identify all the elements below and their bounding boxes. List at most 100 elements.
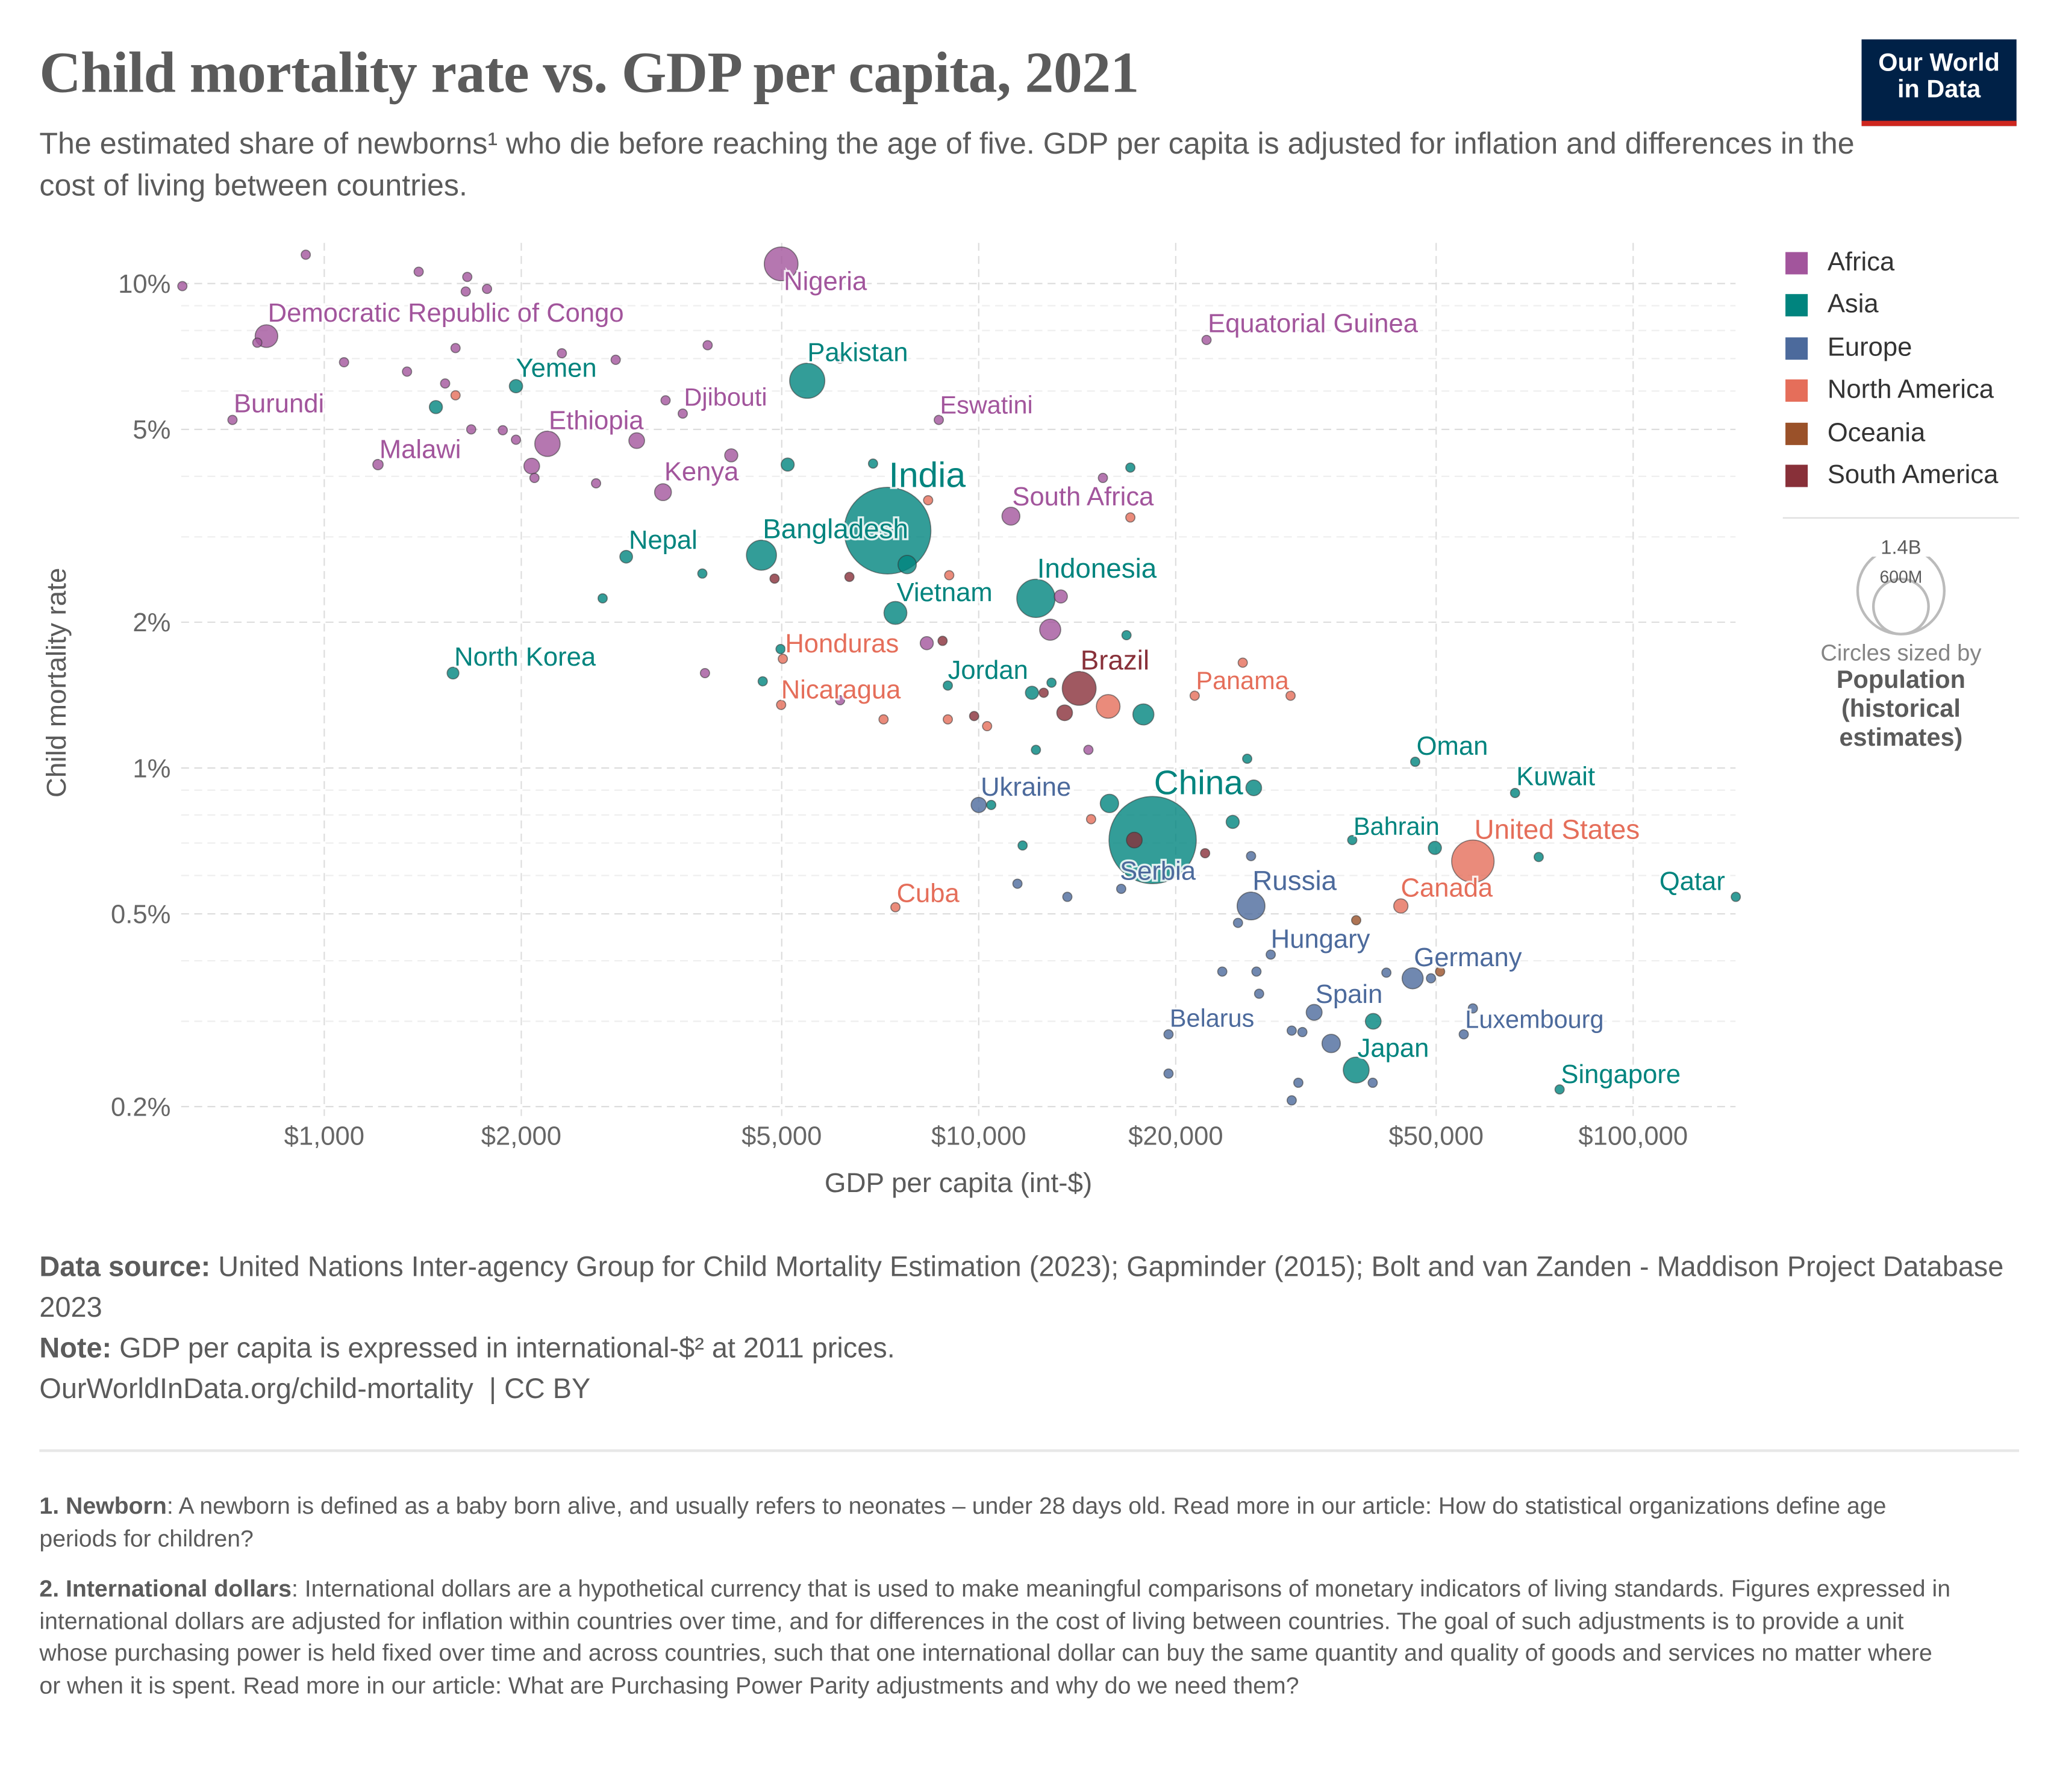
- data-point: [1126, 831, 1143, 849]
- source-url-link[interactable]: OurWorldInData.org/child-mortality | CC …: [39, 1373, 591, 1405]
- data-point: [1253, 988, 1264, 999]
- region-legend: Africa Asia Europe North America Oceania…: [1785, 242, 1998, 498]
- point-label: Eswatini: [940, 392, 1033, 419]
- point-label: Russia: [1252, 866, 1337, 896]
- data-point: [867, 458, 878, 469]
- x-tick-label: $2,000: [481, 1122, 561, 1151]
- chart-note: Note: GDP per capita is expressed in int…: [39, 1329, 2008, 1370]
- data-point: [1062, 891, 1073, 902]
- data-point: [597, 593, 608, 604]
- legend-label: Oceania: [1827, 418, 1926, 448]
- x-axis-label: GDP per capita (int-$): [824, 1168, 1093, 1199]
- footnote-label: 2. International dollars: [39, 1575, 292, 1602]
- logo-line-2: in Data: [1897, 76, 1981, 104]
- data-point: [969, 711, 979, 722]
- size-note: Circles sized by Population (historical …: [1783, 638, 2019, 754]
- legend-swatch: [1785, 294, 1808, 317]
- point-label: Germany: [1414, 943, 1522, 972]
- size-variable: Population (historical estimates): [1836, 667, 1965, 752]
- data-point: [1285, 690, 1296, 701]
- y-tick-label: 1%: [133, 754, 170, 783]
- source-label: Data source:: [39, 1251, 211, 1283]
- data-point: [1016, 578, 1056, 618]
- data-point: [677, 408, 688, 419]
- data-point: [1189, 690, 1200, 701]
- footnote-2: 2. International dollars: International …: [39, 1573, 1956, 1702]
- point-label: Japan: [1358, 1034, 1429, 1063]
- legend-label: South America: [1827, 461, 1999, 490]
- legend-label: Africa: [1827, 248, 1895, 277]
- legend-item-oceania[interactable]: Oceania: [1785, 412, 1998, 455]
- size-legend-circle-large: [1856, 546, 1946, 635]
- y-tick-label: 0.2%: [111, 1093, 170, 1122]
- data-point: [1099, 793, 1119, 813]
- data-point: [428, 400, 443, 414]
- legend-item-europe[interactable]: Europe: [1785, 327, 1998, 370]
- size-legend-circle-small: [1872, 577, 1930, 635]
- data-point: [1125, 512, 1136, 523]
- data-point: [724, 448, 738, 463]
- data-point: [697, 568, 708, 579]
- logo-line-1: Our World: [1878, 49, 2000, 78]
- data-point: [177, 281, 188, 292]
- data-point: [1046, 677, 1057, 688]
- data-point: [1025, 685, 1039, 700]
- data-point: [789, 363, 826, 399]
- data-point: [460, 286, 471, 297]
- data-point: [1367, 1078, 1378, 1088]
- point-label: Jordan: [948, 656, 1028, 685]
- data-point: [1381, 967, 1392, 978]
- data-point: [1097, 472, 1108, 483]
- data-point: [1509, 787, 1520, 798]
- data-point: [1232, 917, 1243, 928]
- data-point: [757, 676, 768, 687]
- data-point: [1083, 745, 1094, 755]
- chart-subtitle: The estimated share of newborns¹ who die…: [39, 126, 1855, 202]
- data-point: [780, 457, 795, 472]
- data-point: [769, 573, 780, 584]
- legend-item-africa[interactable]: Africa: [1785, 242, 1998, 284]
- point-label: Spain: [1316, 980, 1382, 1009]
- point-label: Luxembourg: [1465, 1006, 1603, 1034]
- owid-logo[interactable]: Our World in Data: [1861, 39, 2017, 126]
- data-source: Data source: United Nations Inter-agency…: [39, 1247, 2008, 1329]
- data-point: [1297, 1026, 1308, 1037]
- data-point: [778, 654, 788, 664]
- data-point: [498, 425, 508, 436]
- data-point: [619, 549, 633, 564]
- data-point: [482, 284, 493, 295]
- data-point: [660, 395, 671, 406]
- legend-item-asia[interactable]: Asia: [1785, 284, 1998, 327]
- point-label: Democratic Republic of Congo: [268, 299, 624, 328]
- data-point: [843, 487, 932, 575]
- data-point: [1039, 619, 1061, 641]
- data-point: [446, 666, 460, 680]
- data-point: [1435, 966, 1446, 977]
- point-label: Singapore: [1561, 1060, 1681, 1089]
- x-tick-label: $20,000: [1128, 1122, 1223, 1151]
- data-point: [440, 378, 451, 389]
- y-tick-label: 10%: [118, 270, 170, 299]
- data-point: [1364, 1013, 1382, 1030]
- data-point: [1061, 670, 1097, 706]
- data-point: [835, 695, 846, 706]
- data-point: [775, 644, 786, 655]
- legend-label: Europe: [1827, 333, 1912, 362]
- data-point: [1305, 1004, 1323, 1021]
- data-point: [1266, 949, 1276, 960]
- data-point: [1293, 1078, 1303, 1088]
- data-point: [1554, 1084, 1565, 1095]
- data-point: [1467, 1003, 1478, 1014]
- point-label: Oman: [1417, 732, 1488, 761]
- data-point: [402, 366, 413, 377]
- size-note-text: Circles sized by: [1820, 639, 1982, 666]
- data-point: [1451, 839, 1495, 883]
- data-point: [1031, 745, 1041, 755]
- data-point: [1458, 1029, 1469, 1040]
- point-label: Serbia: [1120, 857, 1196, 885]
- legend-item-south-america[interactable]: South America: [1785, 455, 1998, 498]
- legend-item-north-america[interactable]: North America: [1785, 370, 1998, 413]
- data-point: [897, 555, 917, 575]
- point-label: Kuwait: [1516, 762, 1595, 791]
